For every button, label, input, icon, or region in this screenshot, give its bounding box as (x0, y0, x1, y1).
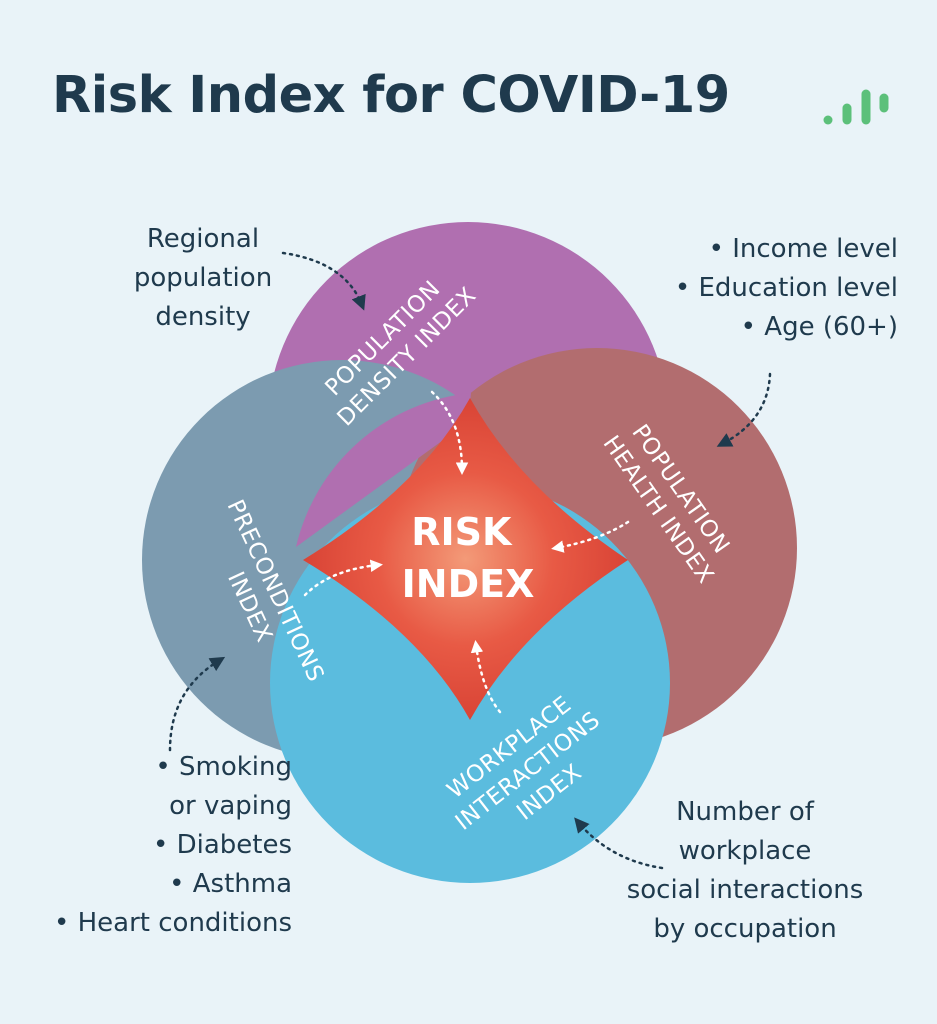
bullet-item: Asthma (30, 865, 292, 904)
preconditions-annotation: Smoking or vaping Diabetes Asthma Heart … (30, 748, 292, 943)
annotation-line: Number of (676, 797, 814, 827)
risk-index-core (303, 398, 628, 720)
population-health-annotation: Income level Education level Age (60+) (640, 230, 898, 347)
density-annotation-arrow (281, 251, 366, 311)
bullet-item: Income level (640, 230, 898, 269)
preconditions-inner-arrow (303, 559, 383, 597)
bullet-item: Heart conditions (30, 904, 292, 943)
bullet-item: Education level (640, 269, 898, 308)
density-inner-arrow (430, 390, 469, 475)
workplace-annotation-arrow (574, 817, 664, 870)
bullet-item: Age (60+) (640, 308, 898, 347)
bar-chart-logo-icon (823, 89, 889, 125)
workplace-inner-arrow (470, 640, 502, 714)
annotation-line: density (155, 302, 251, 332)
workplace-interactions-annotation: Number of workplace social interactions … (610, 793, 880, 949)
health-annotation-arrow (716, 372, 772, 447)
page-title: Risk Index for COVID-19 (52, 66, 730, 125)
density-overlap-edge (296, 393, 471, 547)
bullet-item: Diabetes (30, 826, 292, 865)
population-density-annotation: Regional population density (118, 220, 288, 337)
annotation-line: social interactions (626, 875, 864, 905)
risk-index-label: RISK INDEX (402, 510, 535, 606)
annotation-line: population (133, 263, 273, 293)
annotation-line: workplace (678, 836, 812, 866)
bullet-item: or vaping (169, 791, 292, 821)
bullet-item: Smoking (30, 748, 292, 787)
annotation-line: by occupation (653, 914, 837, 944)
health-inner-arrow (551, 520, 630, 553)
annotation-line: Regional (146, 224, 260, 254)
